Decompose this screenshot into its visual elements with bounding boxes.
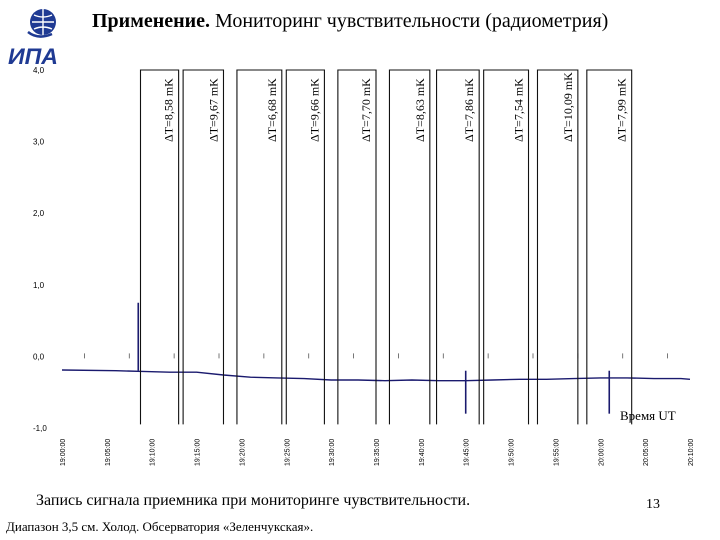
calibration-pulse [182,69,225,425]
figure-caption: Запись сигнала приемника при мониторинге… [36,492,471,509]
x-tick-label: 20:05:00 [643,439,650,466]
x-tick-label: 19:55:00 [553,439,560,466]
x-tick-label: 19:15:00 [195,439,202,466]
globe-icon [27,9,56,38]
x-tick-label: 19:35:00 [374,439,381,466]
y-tick-label: -1,0 [33,424,47,433]
figure-subcaption: Диапазон 3,5 см. Холод. Обсерватория «Зе… [6,519,314,534]
pulse-label: ΔT=9,67 mK [206,78,220,142]
pulse-label: ΔT=7,70 mK [359,78,373,142]
pulse-label: ΔT=8,63 mK [413,78,427,142]
title-rest: Мониторинг чувствительности (радиометрия… [210,10,609,32]
x-tick-label: 19:45:00 [464,439,471,466]
calibration-pulse [436,69,480,425]
page-number: 13 [646,497,660,512]
x-tick-label: 20:10:00 [688,439,695,466]
calibration-pulse [536,69,579,425]
calibration-pulse [337,69,377,425]
x-tick-label: 19:10:00 [150,439,157,466]
ipa-institute-logo: ИПА [8,9,58,68]
y-tick-label: 1,0 [33,281,45,290]
y-tick-label: 0,0 [33,352,45,361]
pulse-label: ΔT=7,99 mK [615,78,629,142]
pulse-label: ΔT=7,54 mK [512,78,526,142]
calibration-pulse [388,69,431,425]
pulse-label: ΔT=6,68 mK [265,78,279,142]
calibration-pulse [139,69,180,425]
calibration-pulse [483,69,530,425]
logo-text: ИПА [8,44,58,68]
x-tick-label: 19:25:00 [284,439,291,466]
x-tick-label: 19:50:00 [509,439,516,466]
x-axis-label: Время UT [620,408,676,423]
signal-baseline-line [61,369,691,382]
y-tick-label: 3,0 [33,138,45,147]
y-tick-label: 4,0 [33,66,45,75]
pulse-label: ΔT=10,09 mK [561,72,575,142]
pulse-label: ΔT=9,66 mK [307,78,321,142]
x-tick-label: 19:20:00 [239,439,246,466]
x-tick-label: 19:30:00 [329,439,336,466]
calibration-pulse [285,69,325,425]
y-tick-label: 2,0 [33,209,45,218]
x-tick-label: 19:05:00 [105,439,112,466]
calibration-pulse [236,69,283,425]
page-title: Применение. Мониторинг чувствительности … [92,10,608,33]
calibration-pulse [586,69,633,425]
title-bold: Применение. [92,10,211,32]
x-tick-label: 19:00:00 [60,439,67,466]
sensitivity-chart: 4,0 3,0 2,0 1,0 0,0 -1,0 19:00:00 19:05:00 19:10… [33,66,695,466]
pulse-label: ΔT=8,58 mK [162,78,176,142]
pulse-label: ΔT=7,86 mK [462,78,476,142]
x-tick-label: 20:00:00 [598,439,605,466]
x-tick-label: 19:40:00 [419,439,426,466]
